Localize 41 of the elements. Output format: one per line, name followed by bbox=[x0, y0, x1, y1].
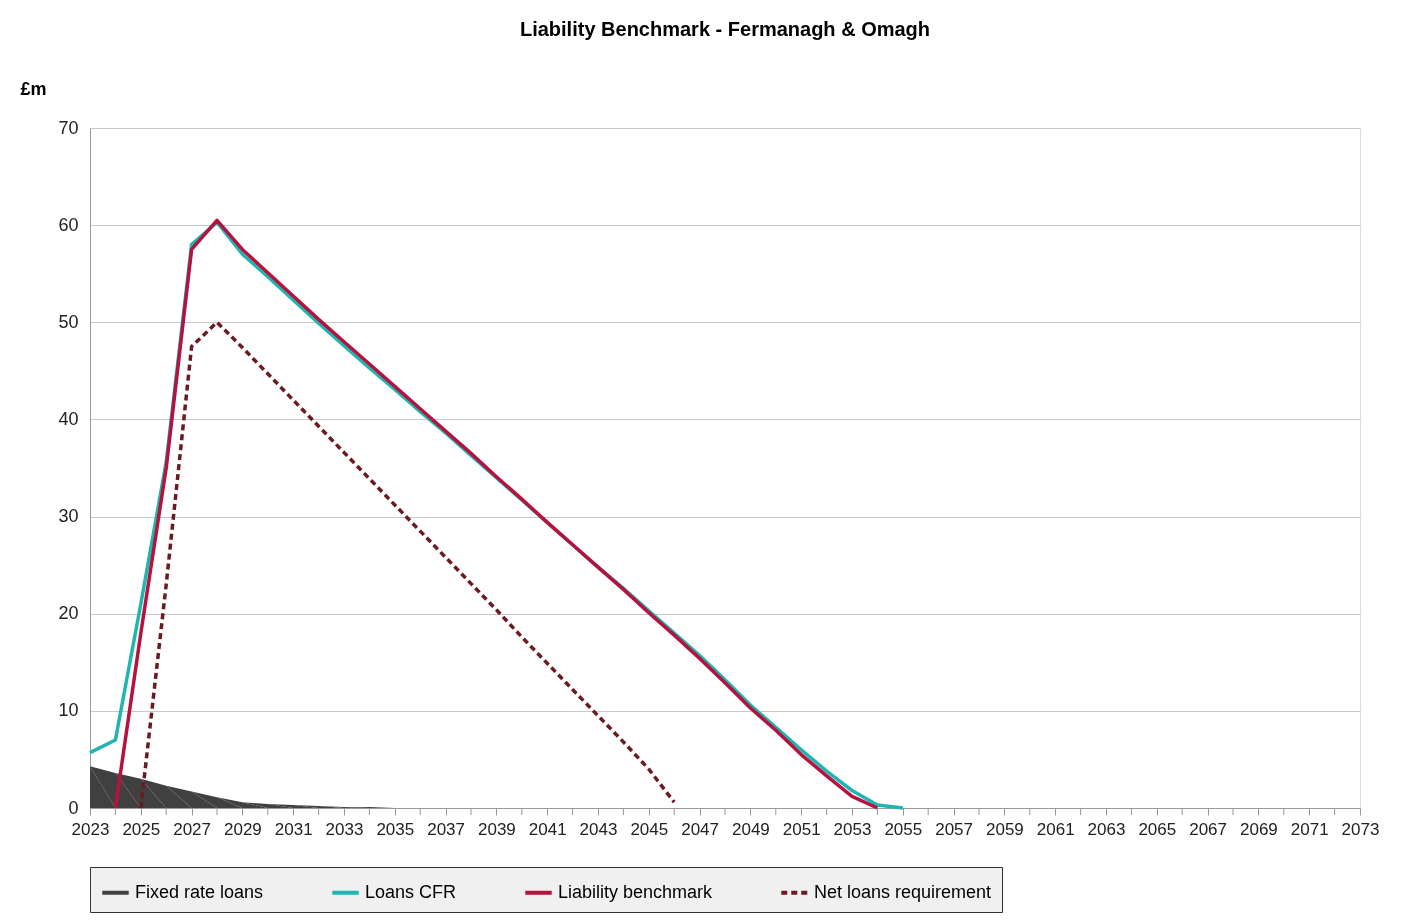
x-tick-label: 2035 bbox=[376, 819, 415, 839]
x-tick-label: 2067 bbox=[1189, 819, 1228, 839]
chart-title: Liability Benchmark - Fermanagh & Omagh bbox=[519, 18, 931, 40]
x-tick-label: 2053 bbox=[833, 819, 872, 839]
x-tick-label: 2045 bbox=[630, 819, 669, 839]
x-tick-label: 2057 bbox=[935, 819, 974, 839]
x-tick-label: 2063 bbox=[1087, 819, 1126, 839]
x-tick-label: 2049 bbox=[731, 819, 770, 839]
x-tick-label: 2065 bbox=[1138, 819, 1177, 839]
legend-label: Net loans requirement bbox=[814, 881, 992, 902]
y-tick-label: 70 bbox=[58, 117, 79, 138]
x-tick-label: 2047 bbox=[681, 819, 720, 839]
x-tick-label: 2031 bbox=[274, 819, 313, 839]
y-tick-label: 40 bbox=[58, 408, 79, 429]
y-tick-label: 50 bbox=[58, 311, 79, 332]
y-tick-label: 60 bbox=[58, 214, 79, 235]
x-tick-label: 2051 bbox=[782, 819, 821, 839]
legend-label: Liability benchmark bbox=[558, 881, 714, 902]
x-tick-label: 2071 bbox=[1290, 819, 1329, 839]
legend-label: Loans CFR bbox=[365, 881, 457, 902]
legend-label: Fixed rate loans bbox=[135, 881, 264, 902]
x-tick-label: 2037 bbox=[427, 819, 466, 839]
x-tick-label: 2023 bbox=[71, 819, 110, 839]
x-tick-label: 2073 bbox=[1341, 819, 1380, 839]
x-tick-label: 2061 bbox=[1036, 819, 1075, 839]
y-tick-label: 10 bbox=[58, 700, 79, 721]
x-tick-label: 2069 bbox=[1239, 819, 1278, 839]
y-tick-label: 0 bbox=[68, 797, 79, 818]
y-tick-label: 30 bbox=[58, 506, 79, 527]
x-tick-label: 2043 bbox=[579, 819, 618, 839]
x-tick-label: 2033 bbox=[325, 819, 364, 839]
x-tick-label: 2027 bbox=[173, 819, 212, 839]
x-tick-label: 2039 bbox=[477, 819, 516, 839]
x-tick-label: 2041 bbox=[528, 819, 567, 839]
y-tick-label: 20 bbox=[58, 603, 79, 624]
x-tick-label: 2059 bbox=[985, 819, 1024, 839]
x-tick-label: 2025 bbox=[122, 819, 161, 839]
y-axis-title: £m bbox=[20, 78, 47, 99]
line-series bbox=[139, 320, 676, 810]
x-tick-label: 2029 bbox=[223, 819, 262, 839]
x-tick-label: 2055 bbox=[884, 819, 923, 839]
